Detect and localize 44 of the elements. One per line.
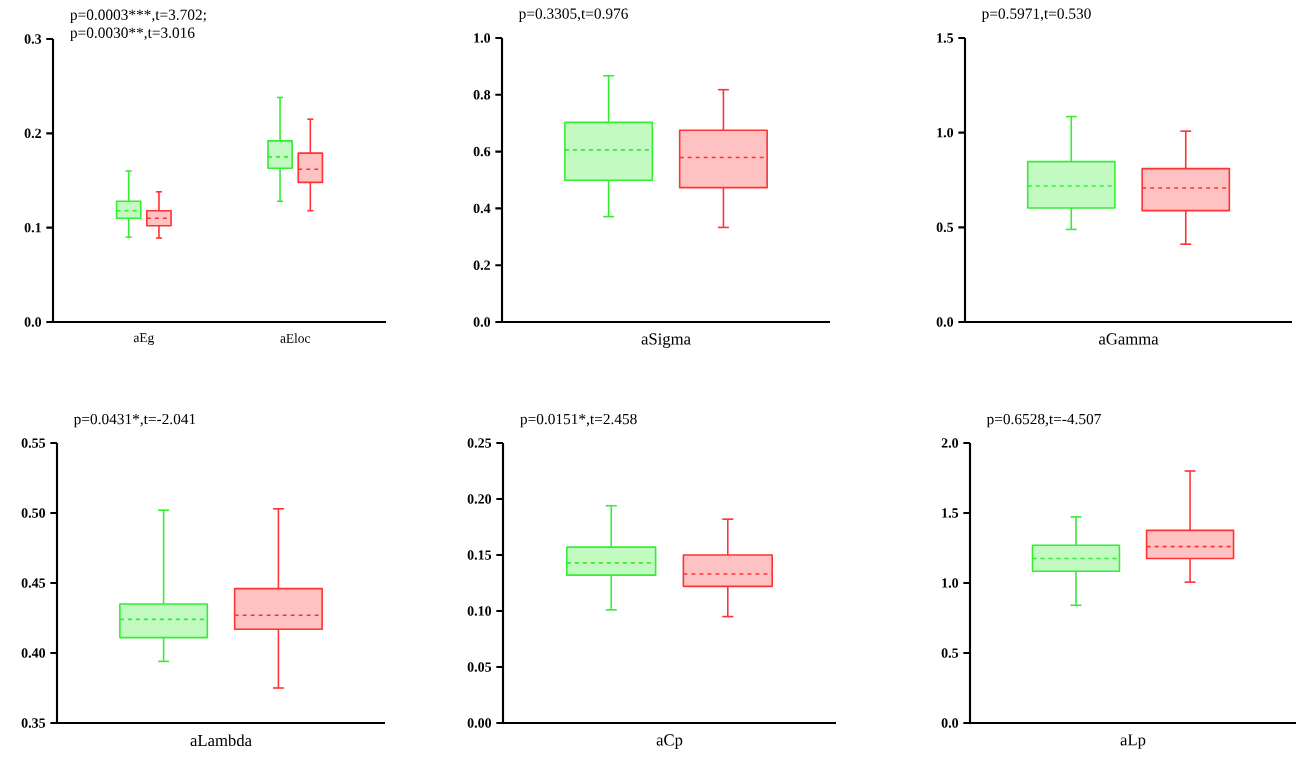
- y-tick-label: 0.0: [941, 718, 959, 728]
- y-tick-label: 0.2: [24, 128, 42, 139]
- text: p=0.0003***,t=3.702;: [70, 9, 206, 24]
- x-tick-label: aLambda: [190, 734, 252, 747]
- y-tick-label: 0.2: [473, 260, 491, 270]
- text: p=0.5971,t=0.530: [981, 8, 1091, 22]
- y-tick-label: 0.3: [24, 34, 42, 44]
- x-tick-label: aSigma: [641, 333, 691, 349]
- y-tick-label: 0.05: [467, 662, 492, 672]
- y-tick-label: 1.5: [937, 33, 954, 43]
- y-tick-label: 0.5: [941, 648, 959, 658]
- y-tick-label: 0.5: [936, 222, 954, 233]
- y-tick-label: 1.0: [942, 578, 959, 588]
- y-tick-label: 2.0: [941, 438, 959, 448]
- y-tick-label: 0.0: [473, 317, 491, 327]
- y-tick-label: 0.55: [21, 438, 46, 448]
- y-tick-label: 0.0: [936, 317, 954, 327]
- y-tick-label: 0.40: [21, 648, 46, 658]
- y-tick-label: 0.6: [473, 146, 491, 157]
- y-tick-label: 0.15: [467, 550, 492, 560]
- annotation: p=0.0030**,t=3.016: [70, 27, 195, 42]
- y-tick-label: 0.1: [24, 222, 41, 233]
- x-tick-label: aEg: [133, 333, 154, 345]
- text: p=0.0151*,t=2.458: [520, 413, 637, 428]
- y-tick-label: 0.50: [21, 508, 46, 518]
- x-tick-label: aEloc: [280, 333, 310, 343]
- x-tick-label: aCp: [656, 734, 683, 749]
- y-tick-label: 0.0: [24, 317, 42, 327]
- y-tick-label: 1.0: [474, 33, 491, 43]
- y-tick-label: 0.20: [467, 494, 492, 504]
- y-tick-label: 0.45: [21, 578, 46, 588]
- text: p=0.6528,t=-4.507: [986, 413, 1101, 428]
- text: p=0.0431*,t=-2.041: [73, 413, 196, 428]
- x-tick-label: aGamma: [1099, 333, 1159, 345]
- y-tick-label: 1.5: [942, 508, 959, 518]
- x-tick-label: aLp: [1120, 734, 1146, 749]
- y-tick-label: 0.4: [473, 203, 491, 214]
- y-tick-label: 0.00: [467, 718, 492, 728]
- y-tick-label: 1.0: [937, 127, 954, 138]
- y-tick-label: 0.25: [467, 438, 492, 448]
- y-tick-label: 0.8: [473, 90, 491, 100]
- y-tick-label: 0.10: [467, 606, 492, 616]
- y-tick-label: 0.35: [21, 718, 46, 728]
- text: p=0.3305,t=0.976: [518, 8, 628, 22]
